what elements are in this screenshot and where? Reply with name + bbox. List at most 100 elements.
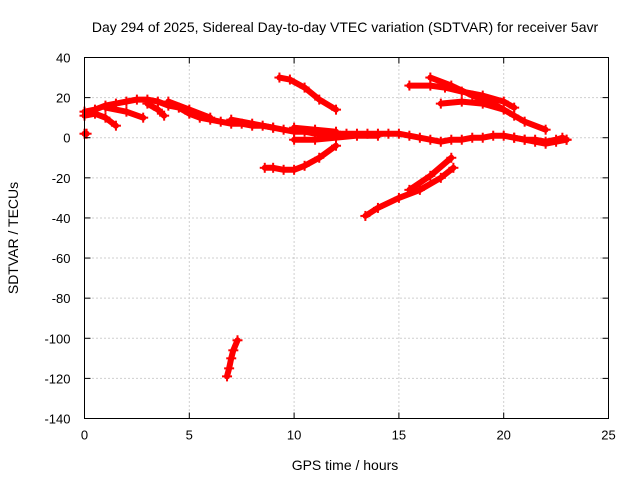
data-point-near-zero-21-23h [530,134,541,145]
data-point-main-band [425,134,436,145]
data-point-band-4-6h-upper [184,104,195,115]
x-tick-label: 0 [81,428,88,443]
data-point-band-3-4h-lower [152,104,163,115]
y-tick-label: -40 [52,211,71,226]
x-tick-label: 25 [601,428,615,443]
data-point-main-band [383,128,394,139]
data-point-arc-13-18h-neg [435,172,446,183]
data-point-arc-15-17h-neg-upper [425,170,436,181]
x-tick-label: 5 [186,428,193,443]
tick-layer: 0 5 10 15 20 25 40 20 0 -20 -40 -60 -80 -100 -120 -140 [44,51,615,443]
y-tick-label: -20 [52,171,71,186]
data-point-steep-7h [232,335,243,346]
y-tick-label: -140 [44,412,70,427]
data-point-main-band [215,116,226,127]
plot-frame [84,57,609,419]
data-point-near-zero-21-23h [561,134,572,145]
data-point-main-band [477,132,488,143]
data-point-near-zero-21-23h [551,134,562,145]
y-tick-label: -60 [52,251,71,266]
series-arc-18-20h-mid [437,98,507,113]
data-point-arc-17-21h-mid [519,116,530,127]
data-point-main-band [278,124,289,135]
data-point-arc-18-20h-mid [435,98,446,109]
y-tick-label: -120 [44,371,70,386]
data-point-band-0-2h-lower [100,112,111,123]
y-axis-label: SDTVAR / TECUs [5,182,21,294]
data-point-band-1-3h-lower [100,102,111,113]
data-point-arc-13-18h-neg [414,184,425,195]
data-point-steep-7h [226,353,237,364]
data-point-arc-17-21h-mid [425,72,436,83]
data-point-band-10-14h-lower [372,130,383,141]
y-tick-label: 40 [56,51,70,66]
data-point-arc-9-12h-high [331,104,342,115]
y-tick-label: 20 [56,91,70,106]
data-point-band-10-12h-upper [310,124,321,135]
y-tick-label: 0 [63,131,70,146]
data-point-arc-8-12h-neg [259,162,270,173]
data-point-main-band [488,130,499,141]
data-point-main-band [404,130,415,141]
x-tick-label: 15 [392,428,406,443]
data-point-band-10-14h-lower [351,130,362,141]
data-point-steep-7h [222,371,233,382]
data-point-arc-9-12h-high [284,74,295,85]
data-point-arc-8-12h-neg [268,162,279,173]
data-point-arc-13-18h-neg [393,192,404,203]
data-point-start-dot [81,128,92,139]
series-arc-9-12h-high [276,74,339,113]
x-tick-label: 20 [496,428,510,443]
data-point-near-zero-21-23h [519,134,530,145]
data-point-near-zero-21-23h [540,136,551,147]
data-point-arc-9-12h-high [314,94,325,105]
data-point-main-band [131,94,142,105]
data-point-arc-8-12h-neg [289,164,300,175]
data-point-band-7-9h [247,118,258,129]
x-axis-label: GPS time / hours [292,457,399,473]
data-point-band-3-4h-lower [159,110,170,121]
data-point-arc-17-21h-mid [467,90,478,101]
data-point-band-10-12h-upper [331,126,342,137]
data-point-arc-8-12h-neg [314,152,325,163]
data-point-arc-18-20h-mid [498,104,509,115]
y-tick-label: -80 [52,291,71,306]
data-point-arc-8-12h-neg [299,160,310,171]
data-point-band-0-2h-lower [89,108,100,119]
data-point-main-band [435,136,446,147]
data-point-arc-13-18h-neg [360,210,371,221]
data-point-steep-7h [228,345,239,356]
data-point-band-1-3h-lower [138,112,149,123]
data-point-arc-9-12h-high [274,72,285,83]
data-point-arc-17-21h-mid [509,110,520,121]
data-point-arc-15-17h-neg-upper [446,152,457,163]
data-point-steep-7h [224,363,235,374]
data-point-arc-17-21h-mid [540,124,551,135]
data-point-band-7-9h [268,122,279,133]
data-point-main-band [446,134,457,145]
data-point-near-zero-21-23h [509,132,520,143]
data-point-arc-15-17h-neg-upper [404,184,415,195]
data-point-arc-18-20h-mid [477,98,488,109]
data-point-arc-8-12h-neg [278,164,289,175]
data-point-band-3-4h-lower [142,98,153,109]
data-point-arc-13-18h-neg [448,162,459,173]
data-point-main-band [393,128,404,139]
data-point-arc-17-21h-mid [446,80,457,91]
data-point-band-10-14h-lower [289,134,300,145]
data-point-arc-13-18h-neg [372,202,383,213]
data-point-band-0-2h-lower [110,120,121,131]
data-point-band-1-3h-lower [121,106,132,117]
data-point-band-10-12h-upper [289,122,300,133]
data-point-band-10-14h-lower [310,134,321,145]
chart-title: Day 294 of 2025, Sidereal Day-to-day VTE… [92,19,599,35]
data-point-main-band [498,130,509,141]
data-point-band-7-9h [226,114,237,125]
series-band-0-2h-lower [81,110,119,129]
x-tick-label: 10 [287,428,301,443]
data-point-arc-8-12h-neg [331,140,342,151]
data-point-arc-18-20h-mid [456,96,467,107]
y-tick-label: -100 [44,331,70,346]
